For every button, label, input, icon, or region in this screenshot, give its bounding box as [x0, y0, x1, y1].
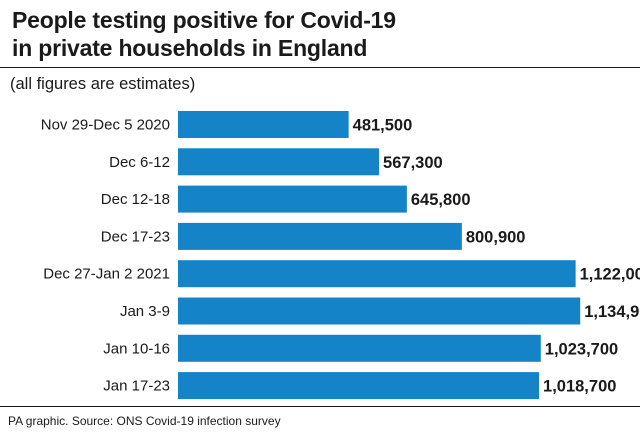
- category-label: Dec 12-18: [101, 191, 170, 208]
- category-label: Nov 29-Dec 5 2020: [41, 117, 170, 134]
- value-label: 1,134,900: [584, 303, 640, 321]
- category-label: Dec 6-12: [109, 154, 170, 171]
- value-label: 481,500: [353, 117, 413, 135]
- chart-title-line-1: People testing positive for Covid-19: [12, 7, 396, 33]
- source-note: PA graphic. Source: ONS Covid-19 infecti…: [8, 414, 281, 428]
- value-label: 567,300: [383, 154, 443, 172]
- value-label: 1,023,700: [545, 340, 618, 358]
- source-divider: [0, 406, 640, 407]
- category-label: Dec 17-23: [101, 228, 170, 245]
- value-label: 800,900: [466, 228, 526, 246]
- bar: [178, 297, 581, 325]
- chart-subtitle: (all figures are estimates): [10, 75, 196, 93]
- value-label: 1,018,700: [543, 378, 616, 396]
- bar: [178, 222, 462, 250]
- category-label: Jan 3-9: [120, 303, 170, 320]
- category-label: Jan 17-23: [103, 378, 170, 395]
- value-label: 1,122,000: [580, 266, 640, 284]
- bar: [178, 148, 380, 176]
- chart-title-line-2: in private households in England: [12, 35, 368, 61]
- category-label: Dec 27-Jan 2 2021: [43, 266, 170, 283]
- bar: [178, 185, 407, 213]
- chart-title: People testing positive for Covid-19 in …: [12, 6, 612, 62]
- value-label: 645,800: [411, 191, 471, 209]
- bar: [178, 111, 349, 138]
- category-label: Jan 10-16: [103, 340, 170, 357]
- bar: [178, 334, 541, 362]
- bar: [178, 372, 540, 400]
- title-divider: [0, 67, 640, 68]
- bar: [178, 260, 576, 288]
